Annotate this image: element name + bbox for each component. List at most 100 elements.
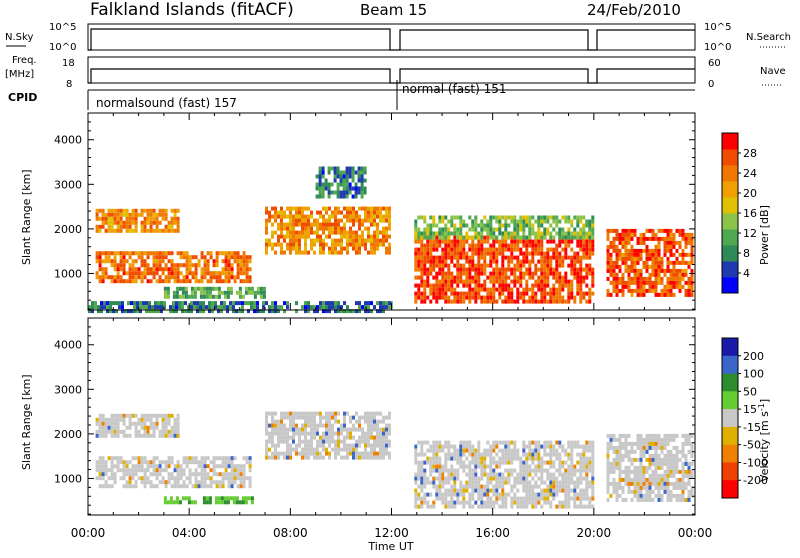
- heatmap-cell: [630, 457, 634, 462]
- heatmap-cell: [552, 492, 556, 497]
- heatmap-cell: [495, 472, 499, 477]
- heatmap-cell: [364, 443, 367, 448]
- heatmap-cell: [642, 264, 646, 269]
- colorbar-tick-label: 100: [743, 368, 764, 381]
- heatmap-cell: [101, 224, 105, 229]
- heatmap-cell: [253, 309, 256, 314]
- heatmap-cell: [292, 435, 295, 440]
- heatmap-cell: [690, 280, 694, 285]
- heatmap-cell: [322, 246, 325, 251]
- heatmap-cell: [657, 256, 661, 261]
- heatmap-cell: [292, 423, 295, 428]
- heatmap-cell: [244, 500, 248, 505]
- heatmap-cell: [504, 299, 508, 304]
- heatmap-cell: [385, 246, 388, 251]
- heatmap-cell: [507, 472, 511, 477]
- heatmap-cell: [417, 283, 421, 288]
- heatmap-cell: [645, 288, 649, 293]
- heatmap-cell: [200, 468, 204, 473]
- heatmap-cell: [450, 279, 454, 284]
- heatmap-cell: [540, 480, 544, 485]
- heatmap-cell: [146, 417, 150, 422]
- heatmap-cell: [346, 234, 349, 239]
- heatmap-cell: [127, 309, 130, 314]
- heatmap-cell: [642, 493, 646, 498]
- heatmap-cell: [681, 461, 685, 466]
- heatmap-cell: [441, 235, 445, 240]
- heatmap-cell: [116, 421, 120, 426]
- heatmap-cell: [552, 460, 556, 465]
- heatmap-cell: [483, 468, 487, 473]
- heatmap-cell: [459, 243, 463, 248]
- heatmap-cell: [385, 230, 388, 235]
- heatmap-cell: [468, 291, 472, 296]
- heatmap-cell: [627, 280, 631, 285]
- heatmap-cell: [218, 275, 222, 280]
- heatmap-cell: [277, 427, 280, 432]
- heatmap-cell: [654, 252, 658, 257]
- heatmap-cell: [429, 243, 433, 248]
- heatmap-cell: [358, 246, 361, 251]
- heatmap-cell: [591, 235, 595, 240]
- heatmap-cell: [663, 240, 667, 245]
- heatmap-cell: [504, 283, 508, 288]
- heatmap-cell: [522, 291, 526, 296]
- heatmap-cell: [615, 457, 619, 462]
- heatmap-cell: [612, 485, 616, 490]
- heatmap-cell: [131, 220, 135, 225]
- heatmap-cell: [684, 272, 688, 277]
- heatmap-cell: [370, 234, 373, 239]
- heatmap-cell: [612, 461, 616, 466]
- heatmap-cell: [313, 250, 316, 255]
- heatmap-cell: [507, 283, 511, 288]
- heatmap-cell: [115, 309, 118, 314]
- heatmap-cell: [104, 267, 108, 272]
- heatmap-cell: [116, 251, 120, 256]
- heatmap-cell: [648, 248, 652, 253]
- heatmap-cell: [107, 228, 111, 233]
- heatmap-cell: [382, 226, 385, 231]
- heatmap-cell: [501, 496, 505, 501]
- heatmap-cell: [456, 468, 460, 473]
- heatmap-cell: [94, 301, 97, 306]
- heatmap-cell: [277, 439, 280, 444]
- heatmap-cell: [654, 453, 658, 458]
- heatmap-cell: [564, 496, 568, 501]
- heatmap-cell: [121, 301, 124, 306]
- heatmap-cell: [235, 496, 239, 501]
- heatmap-cell: [426, 279, 430, 284]
- heatmap-cell: [678, 268, 682, 273]
- heatmap-cell: [489, 464, 493, 469]
- heatmap-cell: [474, 275, 478, 280]
- heatmap-cell: [570, 267, 574, 272]
- heatmap-cell: [438, 287, 442, 292]
- heatmap-cell: [176, 472, 180, 477]
- heatmap-cell: [672, 280, 676, 285]
- heatmap-cell: [438, 227, 442, 232]
- heatmap-cell: [681, 445, 685, 450]
- heatmap-cell: [576, 287, 580, 292]
- heatmap-cell: [549, 464, 553, 469]
- heatmap-cell: [612, 433, 616, 438]
- heatmap-cell: [621, 236, 625, 241]
- heatmap-cell: [558, 452, 562, 457]
- heatmap-cell: [519, 223, 523, 228]
- heatmap-cell: [540, 243, 544, 248]
- heatmap-cell: [319, 210, 322, 215]
- heatmap-cell: [666, 457, 670, 462]
- heatmap-cell: [170, 228, 174, 233]
- heatmap-cell: [567, 279, 571, 284]
- heatmap-cell: [522, 259, 526, 264]
- heatmap-cell: [423, 295, 427, 300]
- heatmap-cell: [202, 309, 205, 314]
- heatmap-cell: [438, 440, 442, 445]
- heatmap-cell: [588, 295, 592, 300]
- heatmap-cell: [426, 247, 430, 252]
- heatmap-cell: [522, 255, 526, 260]
- nsky-label: N.Sky: [5, 32, 33, 43]
- heatmap-cell: [337, 411, 340, 416]
- heatmap-cell: [525, 476, 529, 481]
- heatmap-cell: [218, 464, 222, 469]
- heatmap-cell: [519, 460, 523, 465]
- heatmap-cell: [107, 220, 111, 225]
